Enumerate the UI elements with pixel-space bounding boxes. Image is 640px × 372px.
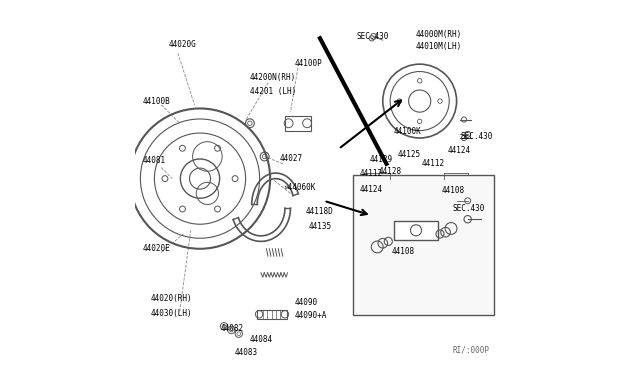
- Text: 44124: 44124: [447, 147, 470, 155]
- Text: 44112: 44112: [360, 169, 383, 177]
- Text: 44000M(RH): 44000M(RH): [416, 30, 462, 39]
- Text: 44010M(LH): 44010M(LH): [416, 42, 462, 51]
- Text: 44020E: 44020E: [143, 244, 170, 253]
- Text: 44084: 44084: [250, 335, 273, 344]
- Text: 44135: 44135: [309, 222, 332, 231]
- Bar: [257, 310, 287, 319]
- Text: 44100B: 44100B: [143, 97, 170, 106]
- Text: 44108: 44108: [392, 247, 415, 256]
- Text: 44200N(RH): 44200N(RH): [250, 73, 296, 81]
- Text: 44030(LH): 44030(LH): [150, 309, 192, 318]
- Text: 44082: 44082: [220, 324, 243, 333]
- Bar: [353, 175, 493, 315]
- Text: 44125: 44125: [397, 150, 420, 159]
- Text: »44060K: »44060K: [283, 183, 316, 192]
- Text: 44100K: 44100K: [394, 127, 422, 136]
- Text: SEC.430: SEC.430: [357, 32, 389, 41]
- Text: 44112: 44112: [422, 159, 445, 169]
- Text: 44020(RH): 44020(RH): [150, 294, 192, 303]
- Text: 44020G: 44020G: [168, 41, 196, 49]
- Text: 44090+A: 44090+A: [294, 311, 326, 320]
- Text: 44081: 44081: [143, 155, 166, 165]
- Text: 44128: 44128: [379, 167, 402, 176]
- Text: 44108: 44108: [442, 186, 465, 195]
- Bar: [285, 116, 311, 131]
- Text: SEC.430: SEC.430: [453, 203, 485, 213]
- Text: 44118D: 44118D: [305, 207, 333, 217]
- Text: SEC.430: SEC.430: [460, 132, 493, 141]
- Bar: [394, 221, 438, 240]
- Text: 44129: 44129: [370, 155, 393, 164]
- Text: 44027: 44027: [280, 154, 303, 163]
- Text: 44083: 44083: [235, 349, 258, 357]
- Text: 44124: 44124: [360, 185, 383, 194]
- Text: RI/:000P: RI/:000P: [453, 346, 490, 355]
- Text: 44201 (LH): 44201 (LH): [250, 87, 296, 96]
- Text: 44100P: 44100P: [294, 59, 322, 68]
- Text: 44090: 44090: [294, 298, 317, 307]
